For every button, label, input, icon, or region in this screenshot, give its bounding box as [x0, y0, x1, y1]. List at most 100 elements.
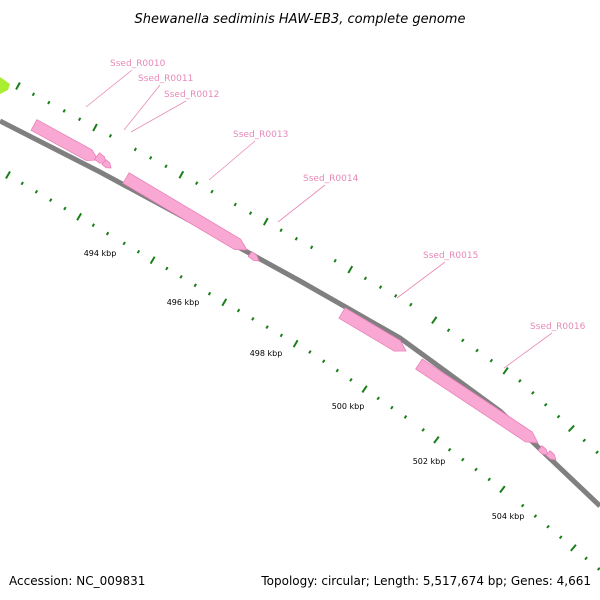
inner-tick	[376, 396, 380, 401]
gene-labels: Ssed_R0010 Ssed_R0011 Ssed_R0012 Ssed_R0013…	[110, 59, 586, 332]
outer-tick	[489, 358, 494, 363]
inner-tick	[265, 325, 269, 329]
adjacent-feature	[0, 77, 10, 94]
genome-stats-text: Topology: circular; Length: 5,517,674 bp…	[261, 574, 591, 588]
outer-tick	[233, 202, 237, 207]
inner-tick	[546, 524, 550, 529]
inner-tick	[584, 556, 588, 561]
accession-text: Accession: NC_009831	[9, 574, 146, 588]
inner-tick	[596, 567, 600, 571]
inner-tick	[5, 171, 11, 179]
gene-label-ssed-r0013: Ssed_R0013	[233, 130, 288, 140]
inner-tick	[165, 266, 169, 271]
outer-tick	[294, 236, 298, 241]
gene-leader-line	[208, 140, 256, 181]
inner-tick	[520, 503, 525, 508]
outer-tick	[47, 100, 51, 105]
inner-tick	[251, 316, 255, 321]
gene-arrow-ssed-r0012	[101, 159, 112, 169]
genome-backbone	[0, 118, 600, 508]
outer-tick	[347, 265, 354, 274]
gene-leader-line	[503, 332, 553, 369]
inner-tick	[421, 428, 425, 432]
outer-tick	[77, 117, 82, 122]
inner-tick	[487, 477, 491, 482]
outer-tick	[248, 211, 253, 215]
outer-tick	[178, 170, 185, 179]
kbp-scale-labels: 494 kbp 496 kbp 498 kbp 500 kbp 502 kbp 504 k…	[84, 249, 525, 521]
outer-tick	[567, 424, 575, 433]
inner-tick	[149, 256, 156, 265]
outer-tick	[431, 316, 438, 324]
outer-tick	[309, 245, 314, 250]
outer-tick	[475, 348, 479, 353]
outer-tick	[363, 276, 368, 281]
outer-tick	[556, 414, 561, 419]
inner-tick	[136, 249, 141, 254]
inner-tick	[533, 514, 538, 518]
map-title: Shewanella sediminis HAW-EB3, complete g…	[135, 12, 466, 27]
outer-tick	[195, 181, 199, 186]
inner-tick	[403, 415, 408, 419]
inner-tick	[221, 298, 228, 307]
outer-tick	[394, 294, 398, 298]
inner-tick-track	[5, 171, 600, 571]
gene-leader-line	[130, 100, 187, 133]
outer-tick	[543, 402, 548, 407]
inner-tick	[335, 368, 340, 373]
outer-tick	[210, 189, 214, 194]
kbp-label: 494 kbp	[84, 249, 117, 258]
kbp-label: 496 kbp	[167, 298, 200, 307]
inner-tick	[91, 223, 96, 228]
outer-tick	[15, 82, 21, 90]
kbp-label: 498 kbp	[250, 349, 283, 358]
inner-tick	[433, 436, 440, 444]
outer-tick	[31, 92, 36, 97]
inner-tick	[308, 350, 312, 354]
inner-tick	[361, 385, 368, 393]
kbp-label: 504 kbp	[492, 512, 525, 521]
kbp-label: 502 kbp	[413, 457, 446, 466]
gene-arrow-ssed-r0016-b	[537, 445, 549, 456]
inner-tick	[34, 189, 39, 194]
gene-arrow-ssed-r0013	[122, 172, 248, 251]
gene-arrow-ssed-r0015	[338, 307, 407, 352]
inner-tick	[179, 275, 183, 279]
inner-tick	[20, 181, 24, 186]
inner-tick	[236, 308, 241, 313]
outer-tick	[446, 328, 451, 333]
inner-tick	[63, 206, 67, 211]
gene-leader-line	[123, 84, 161, 131]
outer-tick	[108, 133, 113, 138]
inner-tick	[474, 467, 478, 472]
gene-label-ssed-r0016: Ssed_R0016	[530, 322, 586, 332]
inner-tick	[558, 535, 563, 540]
outer-tick	[582, 438, 587, 443]
gene-arrow-ssed-r0011	[93, 152, 107, 164]
gene-arrow-ssed-r0016	[415, 358, 539, 444]
inner-tick	[105, 231, 110, 236]
inner-tick	[447, 447, 452, 452]
gene-leader-line	[85, 69, 133, 108]
outer-tick-track	[15, 82, 599, 455]
inner-tick	[76, 212, 82, 221]
gene-label-ssed-r0012: Ssed_R0012	[164, 90, 219, 100]
gene-label-ssed-r0015: Ssed_R0015	[423, 251, 478, 261]
gene-label-ssed-r0010: Ssed_R0010	[110, 59, 166, 69]
inner-tick	[499, 485, 506, 494]
inner-tick	[207, 291, 212, 296]
outer-tick	[595, 450, 599, 455]
gene-track	[30, 119, 557, 461]
gene-leader-line	[277, 184, 326, 223]
inner-tick	[390, 405, 394, 410]
outer-tick	[164, 164, 168, 169]
outer-tick	[262, 217, 269, 226]
gene-label-leaders	[85, 69, 553, 369]
outer-tick	[62, 109, 66, 113]
gene-leader-line	[396, 261, 446, 299]
inner-tick	[193, 283, 197, 288]
outer-tick	[378, 285, 383, 290]
outer-tick	[92, 123, 98, 132]
inner-tick	[321, 359, 326, 364]
